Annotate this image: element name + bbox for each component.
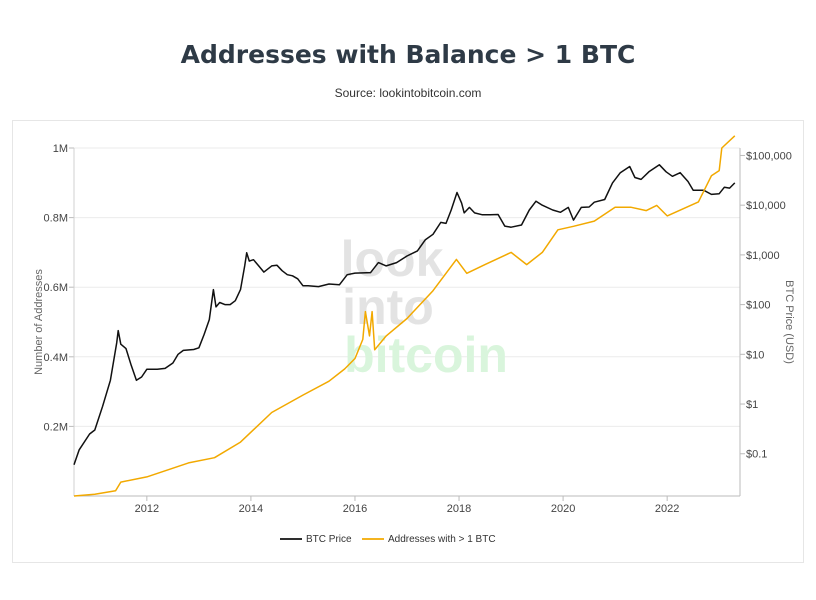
legend-label-addresses: Addresses with > 1 BTC [388,534,496,545]
chart-subtitle: Source: lookintobitcoin.com [334,86,482,100]
tick-labels: 0.2M 0.4M 0.6M 0.8M 1M $0.1 $1 $10 $100 $1,000 $10… [44,143,792,515]
watermark-look: look [341,231,444,287]
y-left-tick-label: 0.8M [44,213,68,225]
y-left-tick-label: 1M [53,143,68,155]
y-right-tick-label: $1 [746,399,758,411]
y-right-tick-label: $10,000 [746,200,786,212]
y-left-tick-label: 0.2M [44,421,68,433]
chart-panel [12,120,804,563]
legend: BTC Price Addresses with > 1 BTC [280,534,496,545]
x-tick-label: 2014 [239,503,263,515]
x-tick-label: 2022 [655,503,679,515]
axes [69,147,745,501]
y-right-tick-label: $1,000 [746,250,780,262]
y-right-tick-label: $10 [746,349,764,361]
x-tick-label: 2020 [551,503,575,515]
y-right-axis-label: BTC Price (USD) [783,280,795,364]
y-right-tick-label: $100,000 [746,150,792,162]
x-tick-label: 2018 [447,503,471,515]
legend-label-btc-price: BTC Price [306,534,352,545]
x-tick-label: 2012 [135,503,159,515]
y-left-tick-label: 0.4M [44,352,68,364]
x-tick-label: 2016 [343,503,367,515]
watermark-bitcoin: bitcoin [344,327,508,383]
y-right-tick-label: $100 [746,300,770,312]
y-left-axis-label: Number of Addresses [33,269,45,375]
addresses-line [73,135,736,497]
grid-lines [74,147,740,427]
chart-title: Addresses with Balance > 1 BTC [180,40,636,69]
series-lines [73,135,736,497]
watermark: look into bitcoin [341,231,508,383]
y-right-tick-label: $0.1 [746,449,767,461]
btc-price-line [73,164,736,466]
y-left-tick-label: 0.6M [44,282,68,294]
